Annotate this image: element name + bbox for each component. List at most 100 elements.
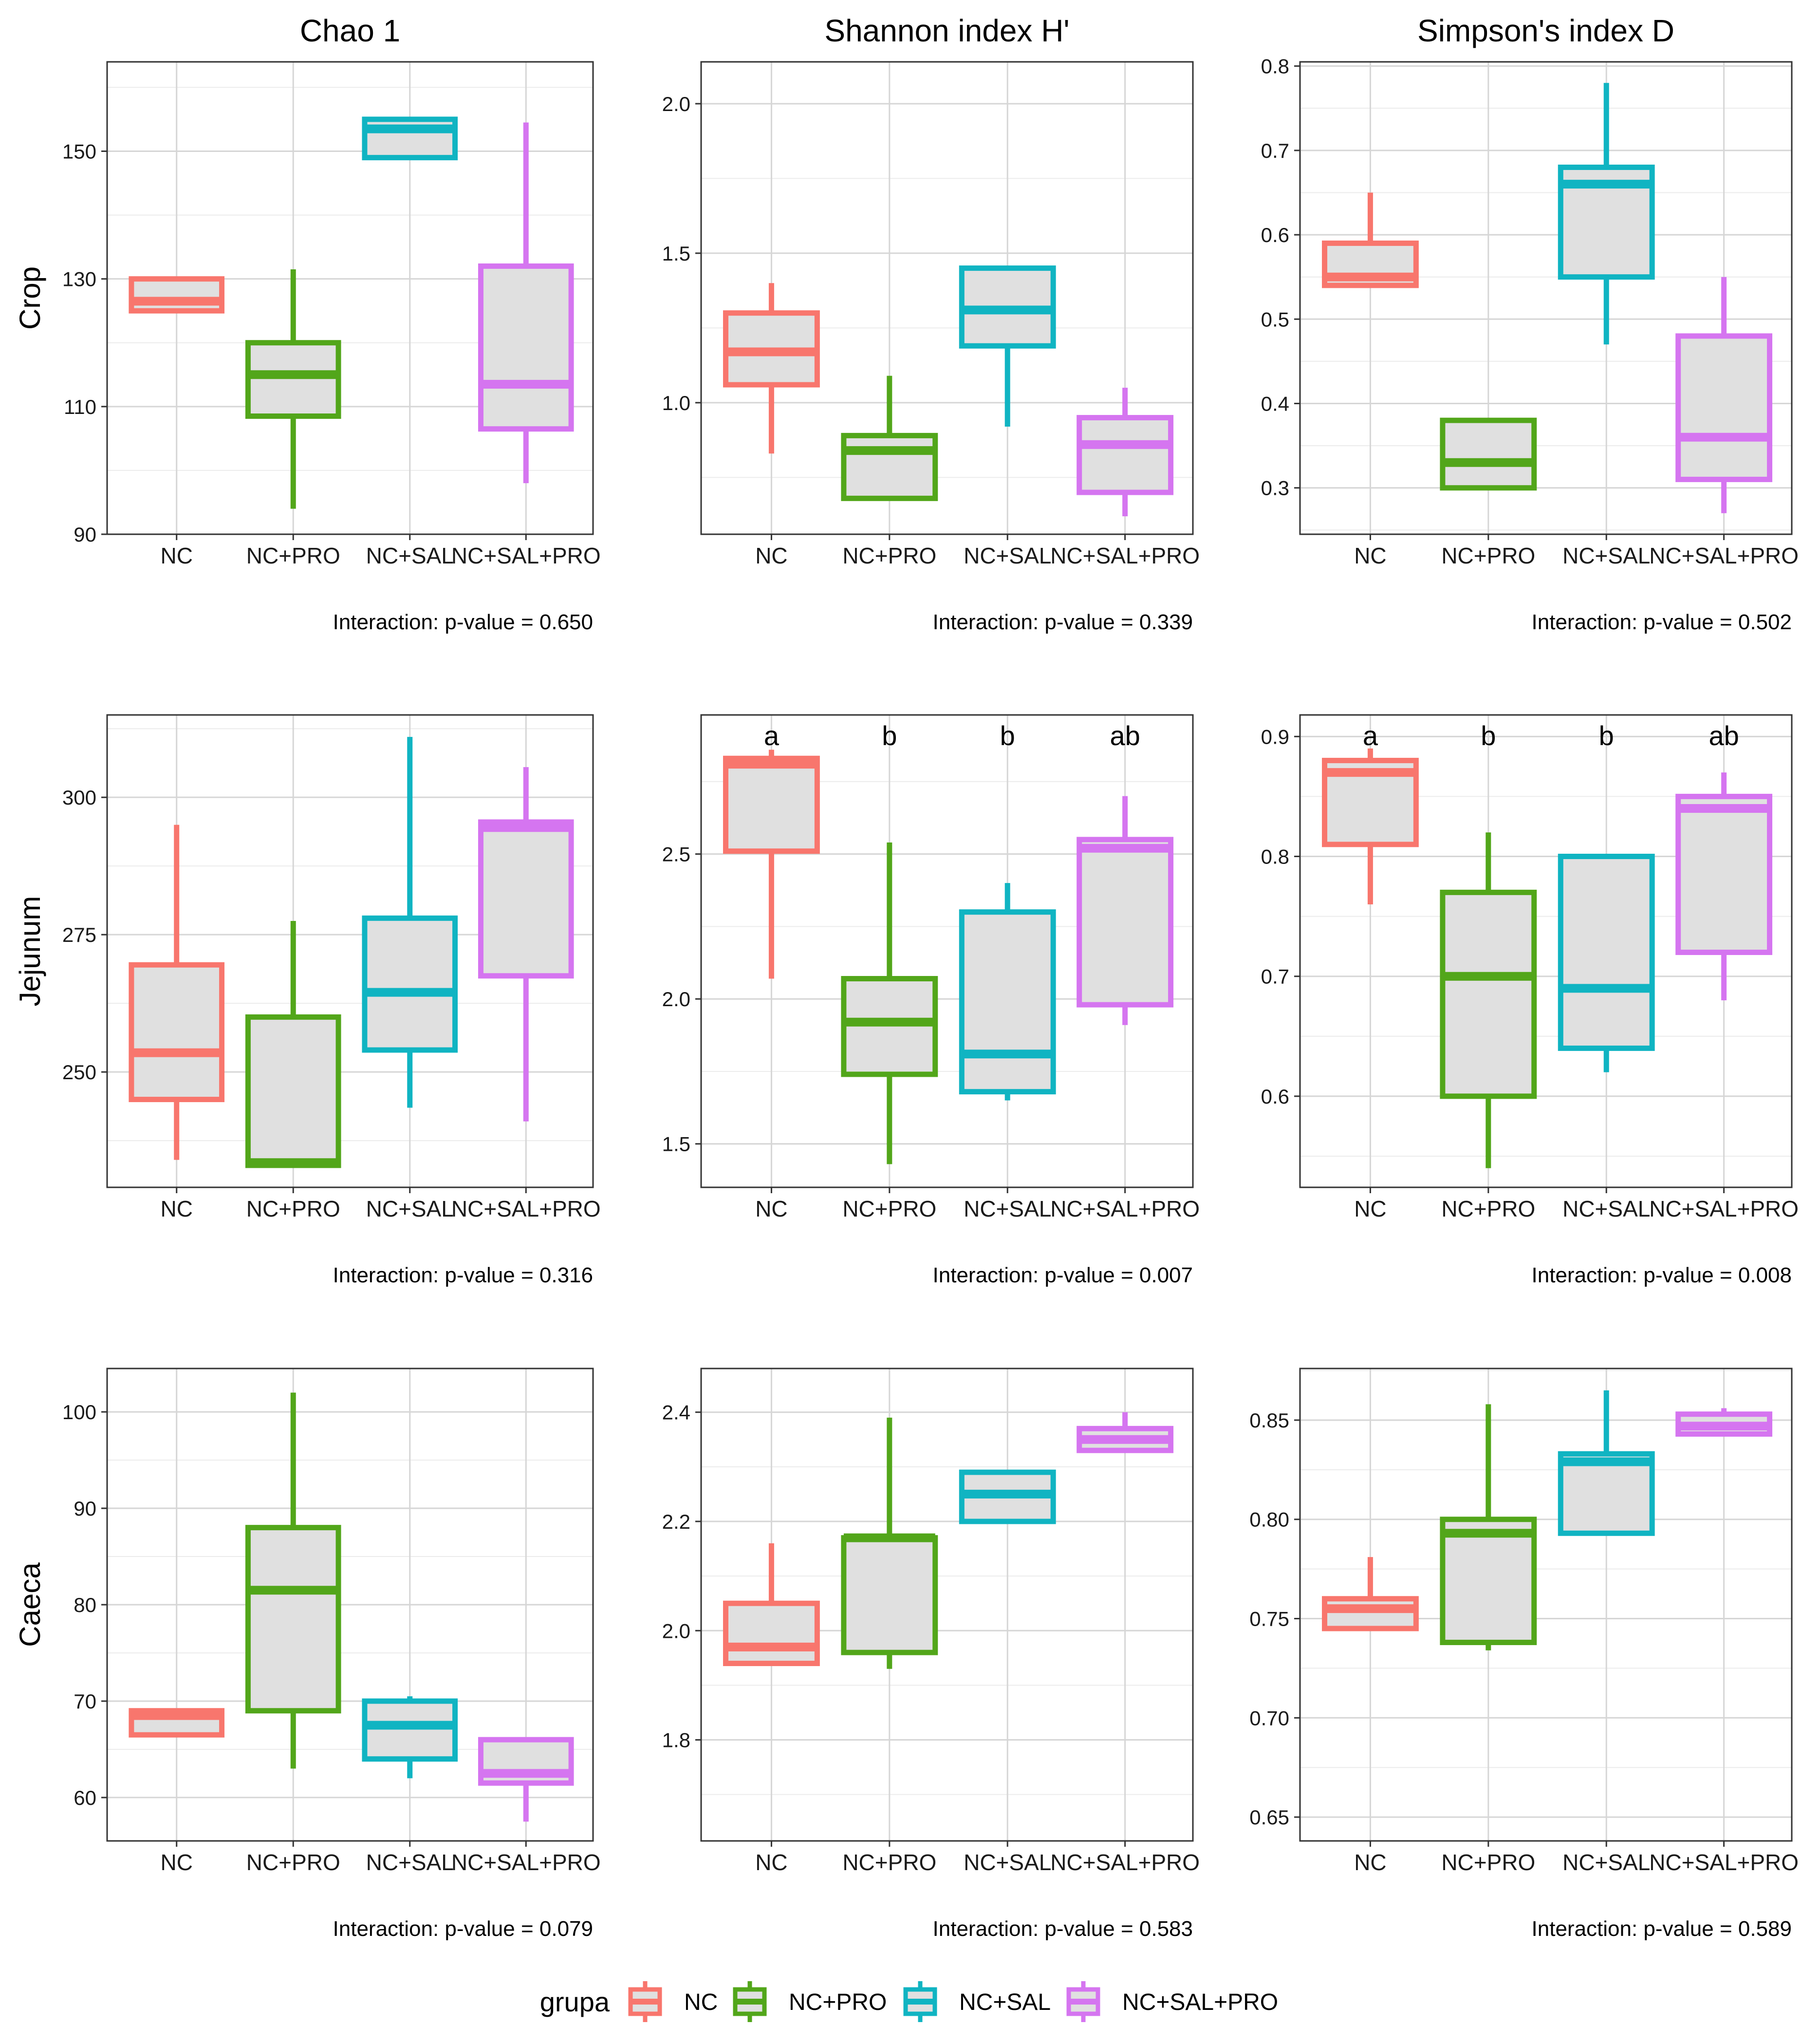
legend-label: NC [684,1989,718,2015]
box-nc-sal-pro [1675,277,1773,513]
significance-letter: ab [1709,720,1739,751]
box-nc [1322,748,1419,904]
y-tick-label: 0.7 [1261,965,1289,988]
y-tick-label: 0.7 [1261,139,1289,162]
x-tick-label: NC [755,543,787,568]
significance-letter: b [1000,720,1015,751]
x-tick-label: NC [160,543,192,568]
x-tick-label: NC+SAL+PRO [1649,543,1799,568]
y-tick-label: 100 [62,1401,96,1424]
x-tick-label: NC+SAL [1562,1850,1650,1875]
x-tick-label: NC+SAL [1562,543,1650,568]
x-tick-label: NC+PRO [842,543,936,568]
box-nc-sal [1558,854,1655,1072]
y-tick-label: 0.8 [1261,55,1289,78]
y-tick-label: 60 [74,1786,96,1809]
x-tick-label: NC+PRO [842,1196,936,1221]
y-tick-label: 0.8 [1261,845,1289,868]
panel-frame [700,714,1194,1188]
iqr-box [478,263,574,432]
y-tick-label: 300 [62,786,96,809]
legend-label: NC+SAL+PRO [1122,1989,1278,2015]
box-nc-pro [841,1417,938,1669]
x-tick-label: NC+SAL [366,1196,454,1221]
box-nc [723,750,820,979]
y-tick-label: 0.9 [1261,725,1289,748]
box-nc-sal-pro [1077,796,1174,1025]
legend: grupa NC NC+PRO NC+SAL NC+SAL+PRO [540,1981,1278,2022]
x-tick-label: NC [1354,1850,1386,1875]
row-title: Crop [14,266,46,330]
y-tick-label: 2.0 [662,93,690,115]
significance-letter: b [1481,720,1496,751]
iqr-box [1440,889,1537,1099]
y-tick-label: 150 [62,140,96,163]
legend-item: NC+SAL+PRO [1066,1981,1278,2022]
panel-frame [106,714,594,1188]
box-nc-sal [362,1696,458,1779]
box-nc-sal [959,883,1056,1101]
x-tick-label: NC [755,1196,787,1221]
y-tick-label: 130 [62,268,96,291]
box-nc-sal-pro [1675,1408,1773,1437]
iqr-box [1440,1517,1537,1645]
panel-frame [1299,1368,1793,1842]
panel-crop-2: 0.3 0.4 0.5 0.6 0.7 0.8 NC NC+PRO NC+SALNC+SAL+P… [1261,55,1799,634]
interaction-p-value: Interaction: p-value = 0.339 [933,610,1193,634]
x-tick-label: NC+SAL+PRO [451,1196,601,1221]
legend-item: NC+PRO [733,1981,887,2022]
iqr-box [245,1525,341,1714]
y-tick-label: 0.75 [1249,1608,1289,1631]
box-nc-sal-pro [478,122,574,484]
iqr-box [129,962,225,1103]
box-nc-sal-pro [1077,388,1174,517]
iqr-box [959,909,1056,1095]
box-nc-pro [245,269,341,509]
box-nc-sal-pro [478,767,574,1122]
y-tick-label: 0.80 [1249,1508,1289,1531]
y-tick-label: 80 [74,1594,96,1616]
y-tick-label: 2.4 [662,1401,690,1424]
iqr-box [841,1535,938,1655]
y-tick-label: 2.5 [662,843,690,866]
iqr-box [1558,854,1655,1051]
y-tick-label: 0.4 [1261,393,1289,415]
box-nc-sal [1558,1390,1655,1536]
interaction-p-value: Interaction: p-value = 0.007 [933,1263,1193,1287]
iqr-box [362,915,458,1053]
iqr-box [723,755,820,854]
x-tick-label: NC+SAL+PRO [1649,1196,1799,1221]
x-tick-label: NC+PRO [842,1850,936,1875]
interaction-p-value: Interaction: p-value = 0.316 [333,1263,593,1287]
panel-caeca-2: 0.65 0.70 0.75 0.80 0.85 NC NC+PRO NC+SALNC+SAL… [1249,1368,1799,1941]
x-tick-label: NC [755,1850,787,1875]
y-tick-label: 110 [64,395,96,418]
iqr-box [1077,415,1174,495]
box-nc-pro [245,1392,341,1769]
box-nc-pro [1440,417,1537,491]
y-tick-label: 2.0 [662,1619,690,1642]
iqr-box [841,432,938,501]
iqr-box [245,340,341,419]
y-tick-label: 0.70 [1249,1706,1289,1729]
legend-item: NC+SAL [903,1981,1051,2022]
legend-label: NC+SAL [959,1989,1051,2015]
y-tick-label: 0.3 [1261,477,1289,500]
iqr-box [362,1698,458,1762]
iqr-box [129,276,225,314]
x-tick-label: NC+PRO [246,1850,340,1875]
panel-frame [106,1368,594,1842]
y-tick-label: 1.8 [662,1729,690,1752]
iqr-box [1558,1451,1655,1536]
panel-frame [1299,714,1793,1188]
y-tick-label: 70 [74,1690,96,1713]
legend-item: NC [628,1981,718,2022]
significance-letter: a [764,720,780,751]
row-title: Caeca [14,1562,46,1647]
